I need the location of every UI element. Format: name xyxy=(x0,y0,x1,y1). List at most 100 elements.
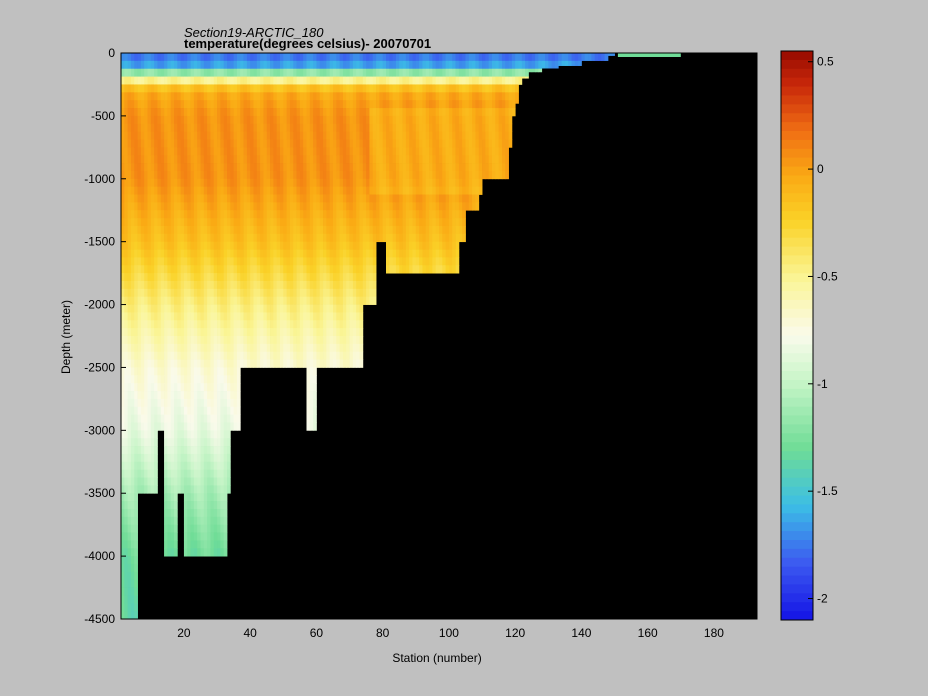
temperature-cell xyxy=(323,312,327,321)
temperature-cell xyxy=(130,579,135,588)
temperature-cell xyxy=(270,76,274,85)
temperature-cell xyxy=(475,53,480,62)
temperature-cell xyxy=(150,139,155,148)
temperature-cell xyxy=(193,100,198,109)
temperature-cell xyxy=(478,68,483,77)
temperature-cell xyxy=(303,218,307,227)
temperature-cell xyxy=(359,53,364,62)
temperature-cell xyxy=(250,108,254,117)
temperature-cell xyxy=(124,563,129,573)
temperature-cell xyxy=(256,186,261,195)
temperature-cell xyxy=(183,359,188,368)
temperature-cell xyxy=(154,186,158,195)
temperature-cell xyxy=(200,508,205,518)
heatmap-plot-area xyxy=(120,52,758,620)
temperature-cell xyxy=(501,115,506,125)
temperature-cell xyxy=(256,359,261,368)
temperature-cell xyxy=(160,76,165,85)
temperature-cell xyxy=(203,123,208,133)
temperature-cell xyxy=(339,92,344,101)
temperature-cell xyxy=(233,351,238,360)
temperature-cell xyxy=(210,516,215,526)
temperature-cell xyxy=(157,280,162,290)
temperature-cell xyxy=(342,320,347,329)
temperature-cell xyxy=(121,422,125,431)
temperature-cell xyxy=(425,68,430,77)
temperature-cell xyxy=(263,115,268,125)
temperature-cell xyxy=(187,288,191,298)
temperature-cell xyxy=(270,131,274,140)
temperature-cell xyxy=(223,288,228,298)
temperature-cell xyxy=(419,76,423,85)
temperature-cell xyxy=(306,304,311,313)
temperature-cell xyxy=(220,68,225,77)
temperature-cell xyxy=(180,438,185,447)
temperature-cell xyxy=(154,477,158,486)
temperature-cell xyxy=(197,375,201,384)
temperature-cell xyxy=(402,100,407,109)
temperature-cell xyxy=(316,210,321,219)
temperature-cell xyxy=(462,194,466,203)
temperature-cell xyxy=(399,123,403,133)
temperature-cell xyxy=(319,320,324,329)
temperature-cell xyxy=(405,100,410,109)
temperature-cell xyxy=(197,280,201,290)
temperature-cell xyxy=(127,351,132,360)
temperature-cell xyxy=(193,320,198,329)
temperature-cell xyxy=(425,100,430,109)
temperature-cell xyxy=(227,108,231,117)
temperature-cell xyxy=(379,100,384,109)
colorbar-tick-label: 0 xyxy=(817,162,824,176)
temperature-cell xyxy=(213,375,218,384)
temperature-cell xyxy=(183,115,188,125)
temperature-cell xyxy=(309,375,314,384)
temperature-cell xyxy=(246,139,251,148)
colorbar-frame xyxy=(780,50,814,621)
temperature-cell xyxy=(280,273,284,282)
temperature-cell xyxy=(144,461,148,471)
temperature-cell xyxy=(286,84,291,93)
temperature-cell xyxy=(425,163,430,172)
temperature-cell xyxy=(190,391,195,400)
temperature-cell xyxy=(336,343,341,353)
temperature-cell xyxy=(372,296,377,305)
temperature-cell xyxy=(160,406,165,416)
temperature-cell xyxy=(263,155,268,164)
temperature-cell xyxy=(253,53,258,62)
temperature-cell xyxy=(177,76,182,85)
temperature-cell xyxy=(412,170,417,180)
temperature-cell xyxy=(223,139,228,148)
temperature-cell xyxy=(177,461,182,471)
temperature-cell xyxy=(147,383,152,392)
temperature-cell xyxy=(127,391,132,400)
temperature-cell xyxy=(200,123,205,133)
temperature-cell xyxy=(207,210,211,219)
temperature-cell xyxy=(376,178,380,188)
temperature-cell xyxy=(223,493,228,502)
temperature-cell xyxy=(140,265,145,274)
temperature-cell xyxy=(220,147,225,156)
temperature-cell xyxy=(329,84,334,93)
temperature-cell xyxy=(197,210,201,219)
temperature-cell xyxy=(167,406,172,416)
temperature-cell xyxy=(134,280,138,290)
temperature-cell xyxy=(409,249,413,258)
temperature-cell xyxy=(319,108,324,117)
temperature-cell xyxy=(250,131,254,140)
temperature-cell xyxy=(352,351,357,360)
temperature-cell xyxy=(455,257,460,266)
temperature-cell xyxy=(313,225,317,235)
temperature-cell xyxy=(187,53,191,62)
temperature-cell xyxy=(323,123,327,133)
temperature-cell xyxy=(233,92,238,101)
temperature-cell xyxy=(303,280,307,290)
temperature-cell xyxy=(227,84,231,93)
temperature-cell xyxy=(263,108,268,117)
temperature-cell xyxy=(187,312,191,321)
x-tick-label: 140 xyxy=(571,626,591,640)
temperature-cell xyxy=(515,84,519,93)
temperature-cell xyxy=(220,493,225,502)
temperature-cell xyxy=(293,312,297,321)
temperature-cell xyxy=(193,123,198,133)
temperature-cell xyxy=(137,320,142,329)
